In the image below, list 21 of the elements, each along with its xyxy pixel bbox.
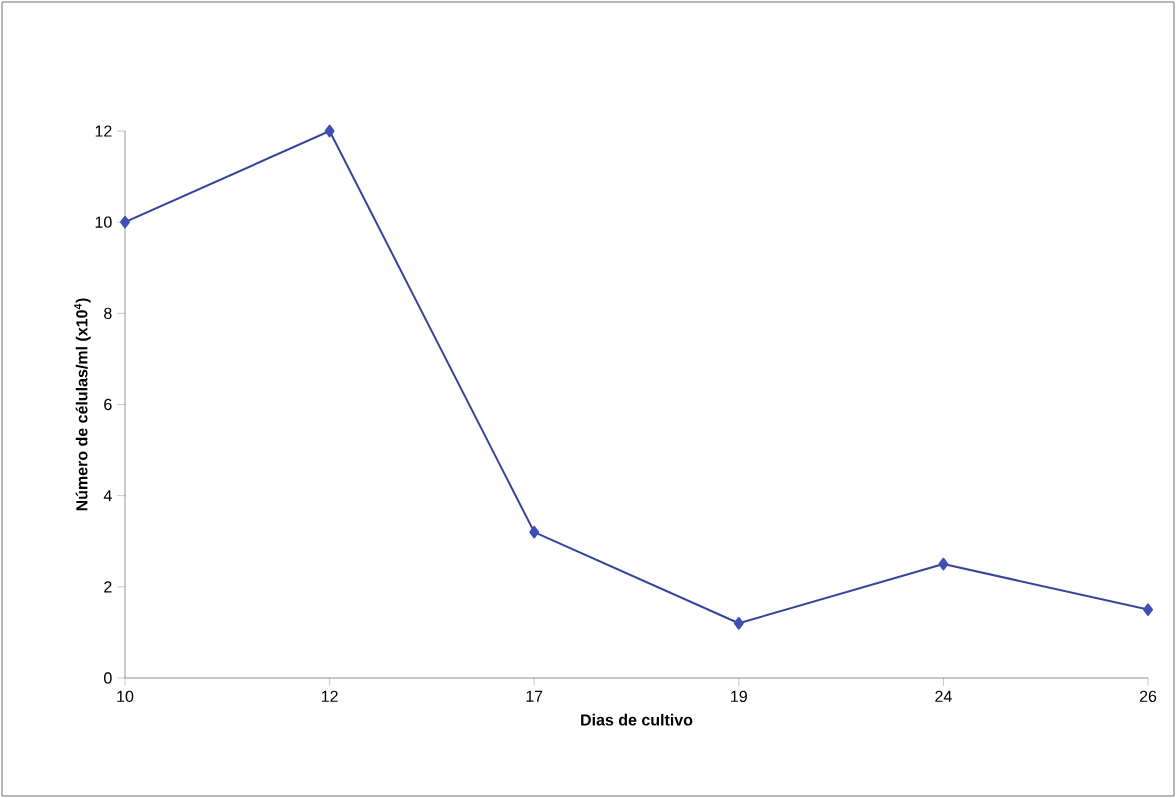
x-tick-label: 17 [526, 690, 543, 702]
y-tick-label: 12 [95, 125, 112, 137]
point [529, 525, 540, 539]
x-tick-label: 24 [935, 690, 952, 702]
y-tick-label: 10 [95, 216, 112, 228]
x-tick-label: 26 [1139, 690, 1157, 703]
y-tick-label: 8 [104, 307, 112, 319]
point [733, 616, 744, 630]
y-tick-label: 2 [104, 581, 112, 593]
point [1143, 603, 1154, 616]
y-tick-label: 0 [104, 672, 112, 684]
x-axis-title: Dias de cultivo [581, 713, 693, 726]
y-axis-title: Número de células/ml (x10$^{4}$) [74, 298, 91, 511]
point [324, 124, 335, 138]
y-tick-label: 6 [104, 398, 112, 411]
x-tick-label: 19 [731, 690, 747, 703]
point [938, 557, 949, 571]
y-tick-label: 4 [103, 490, 112, 502]
x-tick-label: 10 [117, 690, 134, 703]
x-tick-label: 12 [321, 690, 338, 702]
point [120, 215, 131, 229]
